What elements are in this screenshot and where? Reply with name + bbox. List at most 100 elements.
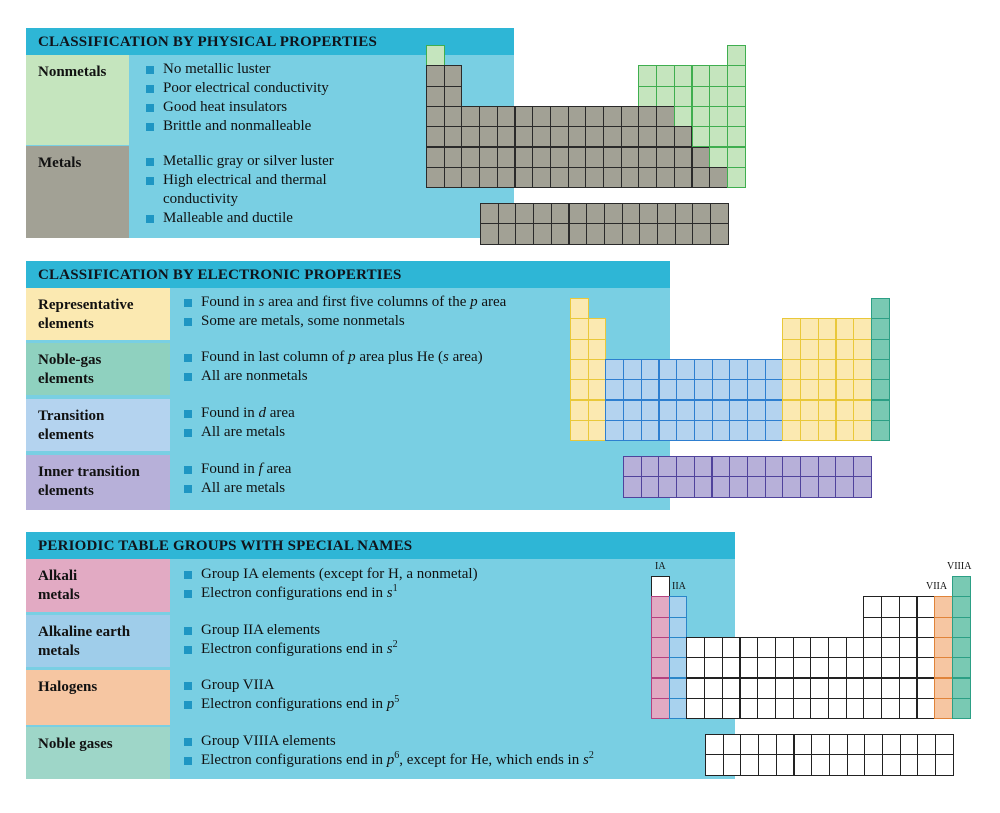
element-cell xyxy=(774,697,794,720)
element-cell xyxy=(817,318,837,340)
group-label-ia: IA xyxy=(655,561,666,572)
element-cell xyxy=(758,734,777,756)
element-cell xyxy=(514,105,534,128)
element-cell xyxy=(757,697,776,720)
element-cell xyxy=(570,298,589,320)
element-cell xyxy=(870,338,890,360)
element-cell xyxy=(709,146,728,168)
element-cell xyxy=(549,126,569,148)
element-cell xyxy=(916,636,936,659)
row-label-line: elements xyxy=(38,371,94,387)
element-cell xyxy=(726,85,746,107)
element-cell xyxy=(640,456,660,478)
element-cell xyxy=(870,358,890,381)
element-cell xyxy=(585,146,604,168)
element-cell xyxy=(711,399,731,421)
element-cell xyxy=(863,636,883,659)
element-cell xyxy=(651,596,670,618)
element-cell xyxy=(479,146,498,168)
bullet-item: Brittle and nonmalleable xyxy=(144,117,414,136)
element-cell xyxy=(711,476,731,498)
element-cell xyxy=(668,677,688,699)
element-cell xyxy=(870,298,890,320)
element-cell xyxy=(951,697,971,720)
row-label-line: Inner transition xyxy=(38,464,140,480)
element-cell xyxy=(935,754,954,776)
element-cell xyxy=(792,636,812,659)
bullet-item: Electron configurations end in s1 xyxy=(182,584,642,603)
row-label-line: metals xyxy=(38,643,80,659)
element-cell xyxy=(817,456,837,478)
element-cell xyxy=(426,146,445,168)
element-cell xyxy=(898,677,918,699)
element-cell xyxy=(480,223,499,245)
row-label-line: Halogens xyxy=(38,679,98,695)
row-label-line: Alkaline earth xyxy=(38,624,131,640)
element-cell xyxy=(549,105,569,128)
element-cell xyxy=(668,657,688,679)
row-label-line: Noble-gas xyxy=(38,352,102,368)
element-cell xyxy=(864,754,883,776)
element-cell xyxy=(605,419,625,442)
element-cell xyxy=(651,657,670,679)
element-cell xyxy=(605,379,625,401)
alkaline-earth-metals-label: Alkaline earth metals xyxy=(26,615,170,667)
element-cell xyxy=(881,636,900,659)
noble-gases-bullets: Group VIIIA elements Electron configurati… xyxy=(182,732,652,770)
element-cell xyxy=(603,203,623,225)
element-cell xyxy=(621,203,641,225)
group-label-viia: VIIA xyxy=(926,581,948,592)
nonmetals-bullets: No metallic luster Poor electrical conduc… xyxy=(144,60,414,136)
element-cell xyxy=(746,476,766,498)
bullet-item: All are nonmetals xyxy=(182,367,572,386)
element-cell xyxy=(461,146,481,168)
element-cell xyxy=(951,576,971,598)
element-cell xyxy=(692,203,712,225)
element-cell xyxy=(898,697,918,720)
element-cell xyxy=(792,657,812,679)
element-cell xyxy=(570,318,589,340)
element-cell xyxy=(585,126,604,148)
element-cell xyxy=(739,657,759,679)
element-cell xyxy=(640,399,660,421)
element-cell xyxy=(951,657,971,679)
element-cell xyxy=(710,223,729,245)
element-cell xyxy=(549,146,569,168)
element-cell xyxy=(747,358,766,381)
element-cell xyxy=(656,105,675,128)
element-cell xyxy=(693,476,713,498)
element-cell xyxy=(623,476,642,498)
element-cell xyxy=(846,754,866,776)
element-cell xyxy=(934,697,953,720)
element-cell xyxy=(828,697,847,720)
row-label-line: metals xyxy=(38,587,80,603)
element-cell xyxy=(532,146,551,168)
element-cell xyxy=(747,419,766,442)
row-label-line: elements xyxy=(38,483,94,499)
element-cell xyxy=(764,419,784,442)
element-cell xyxy=(934,657,953,679)
element-cell xyxy=(729,476,748,498)
element-cell xyxy=(570,379,589,401)
element-cell xyxy=(709,65,728,87)
bullet-item: No metallic luster xyxy=(144,60,414,79)
element-cell xyxy=(800,456,819,478)
element-cell xyxy=(710,203,729,225)
element-cell xyxy=(835,399,855,421)
element-cell xyxy=(726,45,746,67)
element-cell xyxy=(674,203,694,225)
element-cell xyxy=(673,146,693,168)
element-cell xyxy=(443,105,463,128)
element-cell xyxy=(497,203,517,225)
element-cell xyxy=(951,616,971,638)
element-cell xyxy=(810,636,829,659)
element-cell xyxy=(863,616,883,638)
element-cell xyxy=(638,65,658,87)
row-label-line: Nonmetals xyxy=(38,64,107,80)
element-cell xyxy=(705,734,724,756)
element-cell xyxy=(674,223,694,245)
alkali-metals-label: Alkali metals xyxy=(26,559,170,612)
element-cell xyxy=(676,399,695,421)
element-cell xyxy=(638,146,658,168)
element-cell xyxy=(764,456,784,478)
